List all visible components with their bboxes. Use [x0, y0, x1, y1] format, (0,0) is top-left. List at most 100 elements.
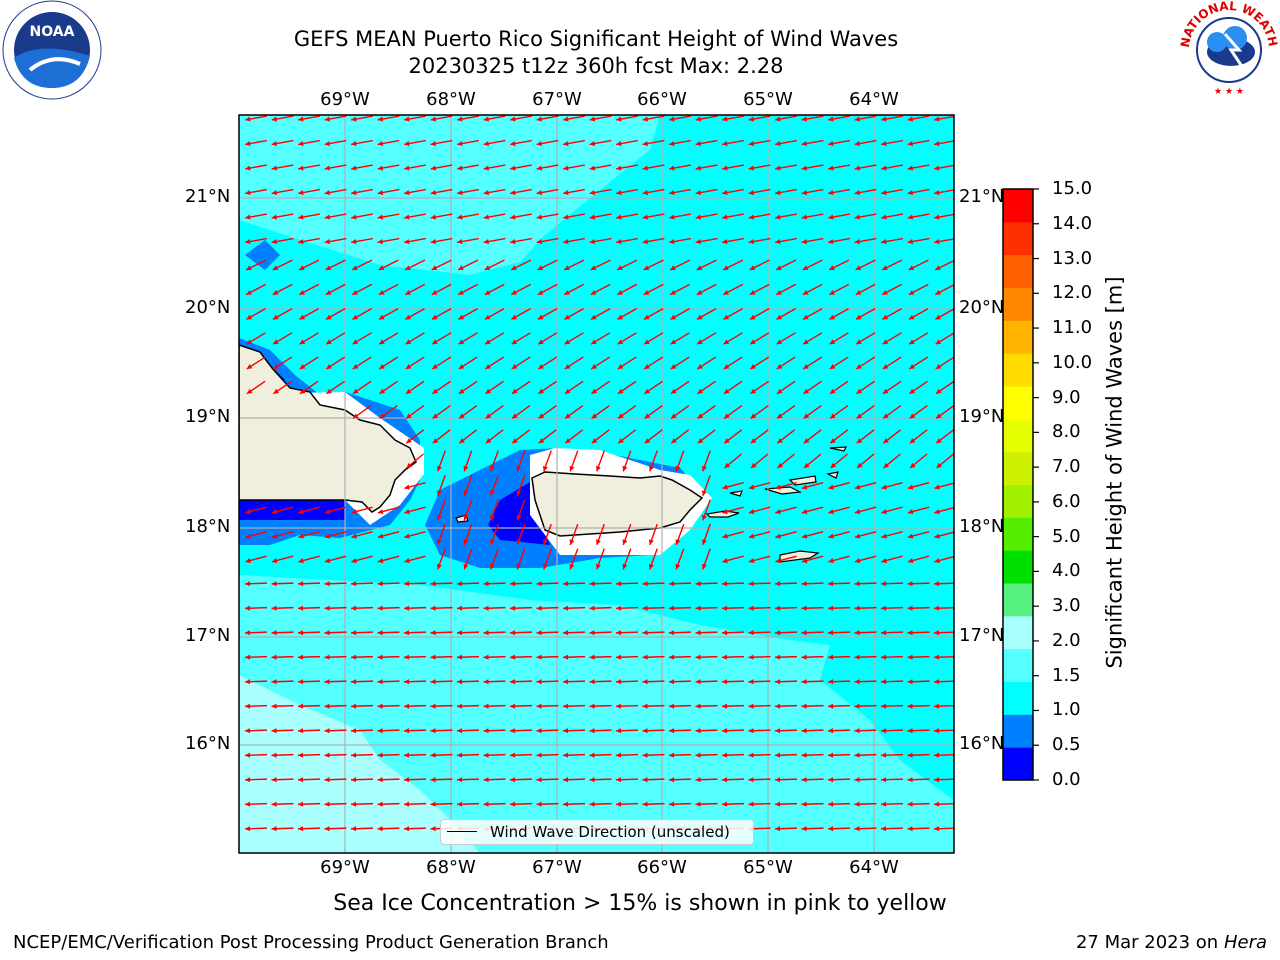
wind-wave-arrow	[675, 523, 685, 546]
wind-wave-arrow	[458, 307, 478, 321]
wind-wave-arrow	[483, 115, 506, 122]
wind-wave-arrow	[722, 213, 744, 220]
wind-wave-arrow	[880, 801, 904, 807]
lon-label-bottom-64w: 64°W	[849, 857, 899, 878]
wind-wave-arrow	[721, 605, 745, 611]
wind-wave-arrow	[881, 283, 903, 296]
wind-wave-arrow	[351, 259, 373, 271]
wind-wave-arrow	[246, 380, 266, 395]
wind-wave-arrow	[748, 679, 771, 685]
wind-wave-arrow	[377, 213, 400, 220]
wind-wave-arrow	[907, 728, 930, 734]
wind-wave-arrow	[403, 801, 427, 807]
wind-wave-arrow	[854, 581, 877, 587]
wind-wave-arrow	[490, 548, 499, 570]
wind-wave-arrow	[829, 332, 849, 345]
wind-wave-arrow	[828, 188, 850, 196]
wind-wave-arrow	[483, 752, 506, 758]
wind-wave-arrow	[456, 679, 480, 685]
wind-wave-arrow	[324, 139, 347, 147]
wind-wave-arrow	[933, 801, 954, 807]
wind-wave-arrow	[642, 654, 665, 660]
wind-wave-arrow	[490, 474, 499, 497]
wind-wave-arrow	[457, 139, 479, 147]
wind-wave-arrow	[934, 189, 954, 196]
wind-wave-arrow	[458, 404, 478, 420]
wind-wave-arrow	[298, 188, 320, 196]
wind-wave-arrow	[590, 307, 611, 321]
wind-wave-arrow	[854, 826, 877, 832]
wind-wave-arrow	[245, 115, 267, 122]
wind-wave-arrow	[589, 654, 612, 660]
wind-wave-arrow	[670, 356, 690, 370]
wind-wave-arrow	[695, 728, 718, 734]
wind-wave-arrow	[801, 777, 824, 783]
wind-wave-arrow	[615, 777, 639, 783]
wind-wave-arrow	[377, 801, 400, 807]
wind-wave-arrow	[649, 548, 658, 570]
wind-wave-arrow	[644, 404, 663, 420]
wind-wave-arrow	[616, 139, 638, 147]
wind-wave-arrow	[722, 283, 744, 296]
wind-wave-arrow	[596, 548, 605, 570]
wind-wave-arrow	[695, 801, 718, 807]
colorbar-tick-label: 9.0	[1052, 386, 1081, 408]
wind-wave-arrow	[457, 115, 479, 122]
wind-wave-arrow	[543, 450, 552, 472]
wind-wave-arrow	[643, 283, 664, 296]
wind-wave-arrow	[670, 429, 690, 444]
wind-wave-arrow	[299, 332, 319, 345]
wind-wave-arrow	[774, 826, 798, 832]
wind-wave-arrow	[271, 530, 294, 539]
wind-wave-arrow	[352, 307, 372, 321]
wind-wave-arrow	[457, 213, 479, 220]
wind-wave-arrow	[802, 332, 823, 345]
wind-wave-arrow	[456, 581, 480, 587]
wind-wave-arrow	[617, 307, 637, 321]
wind-wave-arrow	[934, 164, 954, 171]
wind-wave-arrow	[538, 404, 557, 420]
wind-wave-arrow	[324, 213, 347, 220]
wind-wave-arrow	[509, 777, 533, 783]
wind-wave-arrow	[830, 453, 848, 469]
wind-wave-arrow	[536, 164, 559, 171]
wind-wave-arrow	[509, 801, 533, 807]
wind-wave-arrow	[723, 356, 743, 370]
wind-wave-arrow	[536, 654, 559, 660]
wind-wave-arrow	[749, 356, 770, 370]
colorbar-tick-label: 10.0	[1052, 351, 1093, 373]
wind-wave-arrow	[591, 380, 610, 395]
wind-wave-arrow	[881, 164, 903, 171]
wind-wave-arrow	[297, 801, 321, 807]
wind-wave-arrow	[271, 555, 294, 564]
wind-wave-arrow	[589, 752, 612, 758]
wind-wave-arrow	[483, 728, 506, 734]
ocean-band-1.5-2-south	[239, 575, 954, 853]
colorbar-tick-label: 15.0	[1052, 178, 1093, 199]
wind-wave-arrow	[404, 259, 426, 271]
wind-wave-arrow	[564, 380, 584, 395]
wind-wave-arrow	[245, 555, 267, 564]
wind-wave-arrow	[748, 530, 771, 539]
wind-wave-arrow	[377, 752, 400, 758]
wind-wave-arrow	[907, 213, 930, 220]
wind-wave-arrow	[643, 356, 664, 370]
wind-wave-arrow	[324, 530, 347, 539]
colorbar-tick-label: 1.5	[1052, 664, 1081, 686]
wind-wave-arrow	[377, 826, 400, 832]
wind-wave-arrow	[430, 703, 453, 709]
wind-wave-arrow	[880, 826, 904, 832]
wind-wave-arrow	[934, 506, 954, 515]
wind-wave-arrow	[297, 752, 321, 758]
wind-wave-arrow	[325, 356, 346, 370]
wind-wave-arrow	[617, 429, 637, 444]
wind-wave-arrow	[880, 679, 904, 685]
wind-wave-arrow	[722, 481, 744, 490]
wind-wave-arrow	[622, 523, 632, 546]
wind-wave-arrow	[377, 654, 400, 660]
wind-wave-arrow	[696, 356, 717, 370]
wind-wave-arrow	[271, 164, 294, 171]
wind-wave-arrow	[854, 164, 877, 171]
svg-text:NOAA: NOAA	[30, 24, 75, 40]
wind-wave-arrow	[350, 654, 374, 660]
